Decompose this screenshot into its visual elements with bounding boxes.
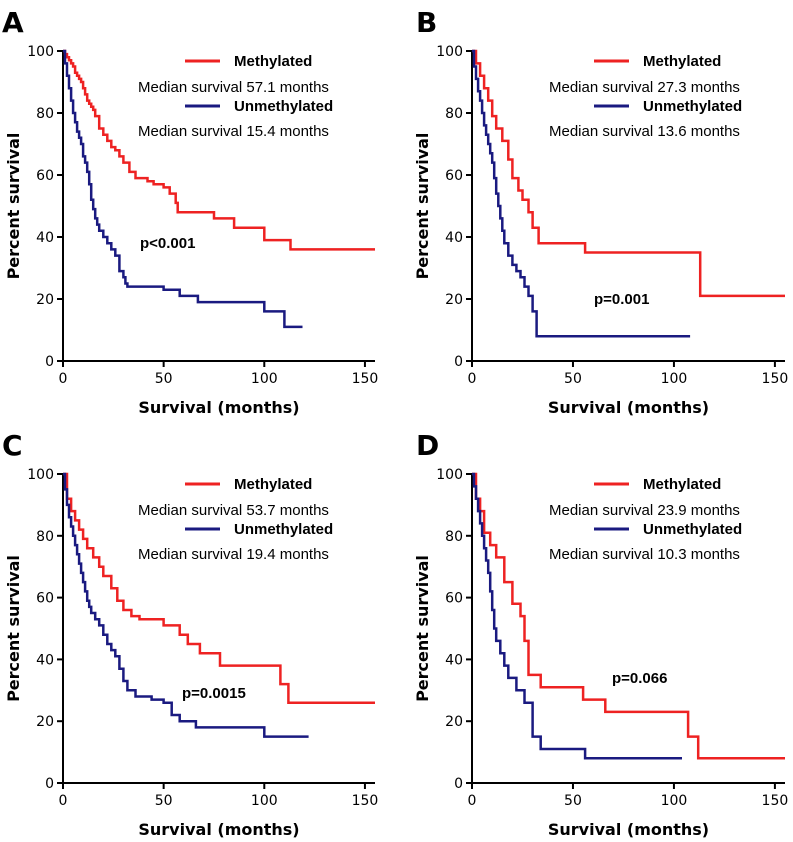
panel-c: C 0 20 40 60 80 100 0 50 100 150 Survival (months) P… [2,429,378,839]
y-axis-title: Percent survival [413,133,432,280]
median-text-methylated: Median survival 27.3 months [549,79,740,96]
y-tick-label: 60 [36,168,54,184]
x-tick-label: 100 [251,371,278,387]
x-axis-title: Survival (months) [138,820,299,839]
x-tick-label: 150 [762,793,789,809]
legend-label-methylated: Methylated [234,53,312,70]
unmethylated-curve [472,472,682,760]
y-tick-label: 20 [445,714,463,730]
legend-label-unmethylated: Unmethylated [643,98,742,115]
x-tick-label: 0 [59,371,68,387]
y-tick-label: 40 [36,652,54,668]
panel-letter-c: C [2,429,23,462]
p-value-label: p<0.001 [140,235,195,252]
x-tick-label: 100 [661,793,688,809]
x-tick-label: 50 [564,793,582,809]
median-text-unmethylated: Median survival 13.6 months [549,123,740,140]
p-value-label: p=0.0015 [182,685,246,702]
legend-label-unmethylated: Unmethylated [234,98,333,115]
y-axis-title: Percent survival [4,555,23,702]
y-tick-label: 100 [436,44,463,60]
x-tick-label: 0 [468,793,477,809]
y-tick-label: 80 [36,106,54,122]
y-tick-label: 0 [45,776,54,792]
panel-letter-d: D [416,429,439,462]
y-tick-label: 100 [27,467,54,483]
legend-label-unmethylated: Unmethylated [234,521,333,538]
y-axis-title: Percent survival [4,133,23,280]
x-tick-label: 150 [762,371,789,387]
y-tick-label: 20 [36,292,54,308]
y-tick-label: 100 [27,44,54,60]
x-tick-label: 150 [352,793,379,809]
x-axis-title: Survival (months) [548,398,709,417]
y-tick-label: 20 [445,292,463,308]
methylated-curve [63,472,375,704]
y-tick-label: 0 [454,776,463,792]
y-tick-label: 80 [36,529,54,545]
y-tick-label: 80 [445,106,463,122]
y-tick-label: 60 [445,168,463,184]
y-axis-title: Percent survival [413,555,432,702]
unmethylated-curve [63,472,309,738]
y-tick-label: 40 [445,230,463,246]
legend-label-methylated: Methylated [643,476,721,493]
x-tick-label: 0 [468,371,477,387]
legend-label-unmethylated: Unmethylated [643,521,742,538]
methylated-curve [472,49,785,298]
y-tick-label: 60 [445,591,463,607]
panel-d: D 0 20 40 60 80 100 0 50 100 150 Survival (months) P… [413,429,788,839]
x-tick-label: 100 [251,793,278,809]
panel-letter-b: B [416,6,437,39]
methylated-curve [472,472,785,760]
x-tick-label: 50 [155,371,173,387]
y-tick-label: 0 [454,354,463,370]
median-text-methylated: Median survival 53.7 months [138,502,329,519]
x-tick-label: 0 [59,793,68,809]
legend-label-methylated: Methylated [234,476,312,493]
p-value-label: p=0.066 [612,670,667,687]
x-tick-label: 100 [661,371,688,387]
legend-label-methylated: Methylated [643,53,721,70]
panel-b: B 0 20 40 60 80 100 0 50 100 150 Survival (months) P… [413,6,788,417]
x-tick-label: 50 [155,793,173,809]
y-tick-label: 0 [45,354,54,370]
median-text-unmethylated: Median survival 19.4 months [138,546,329,563]
x-tick-label: 150 [352,371,379,387]
y-tick-label: 20 [36,714,54,730]
x-axis-title: Survival (months) [138,398,299,417]
y-tick-label: 100 [436,467,463,483]
median-text-unmethylated: Median survival 10.3 months [549,546,740,563]
p-value-label: p=0.001 [594,291,649,308]
panel-a: A 0 20 40 60 80 100 0 50 100 150 Survival (months) P… [2,6,378,417]
median-text-methylated: Median survival 23.9 months [549,502,740,519]
y-tick-label: 80 [445,529,463,545]
unmethylated-curve [472,49,691,338]
unmethylated-curve [63,49,303,329]
x-axis-title: Survival (months) [548,820,709,839]
median-text-unmethylated: Median survival 15.4 months [138,123,329,140]
y-tick-label: 40 [445,652,463,668]
y-tick-label: 40 [36,230,54,246]
median-text-methylated: Median survival 57.1 months [138,79,329,96]
y-tick-label: 60 [36,591,54,607]
methylated-curve [63,49,375,251]
panel-letter-a: A [2,6,24,39]
x-tick-label: 50 [564,371,582,387]
